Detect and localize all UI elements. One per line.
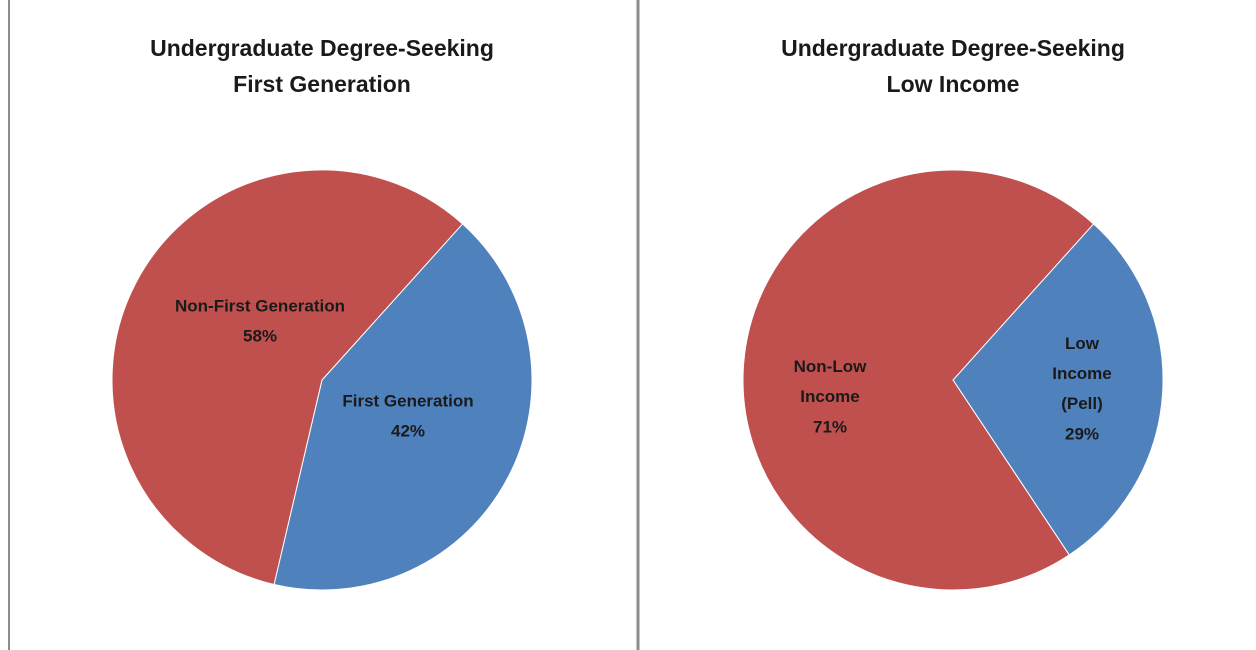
pie-slice: [111, 169, 464, 586]
slice-value-label: 58%: [243, 326, 277, 345]
chart-title: Undergraduate Degree-Seeking Low Income: [781, 35, 1125, 97]
chart-title: Undergraduate Degree-Seeking First Genera…: [150, 35, 494, 97]
pie-slice: [273, 223, 533, 591]
slice-value-label: 71%: [813, 417, 847, 436]
slice-value-label: 42%: [391, 421, 425, 440]
pie-slice: [952, 223, 1164, 556]
slice-category-label: Non-Low Income: [794, 357, 867, 406]
slice-value-label: 29%: [1065, 424, 1099, 443]
pie-slice: [742, 169, 1095, 591]
slice-category-label: First Generation: [342, 391, 473, 410]
slice-category-label: Low Income (Pell): [1052, 334, 1112, 413]
slice-category-label: Non-First Generation: [175, 296, 345, 315]
